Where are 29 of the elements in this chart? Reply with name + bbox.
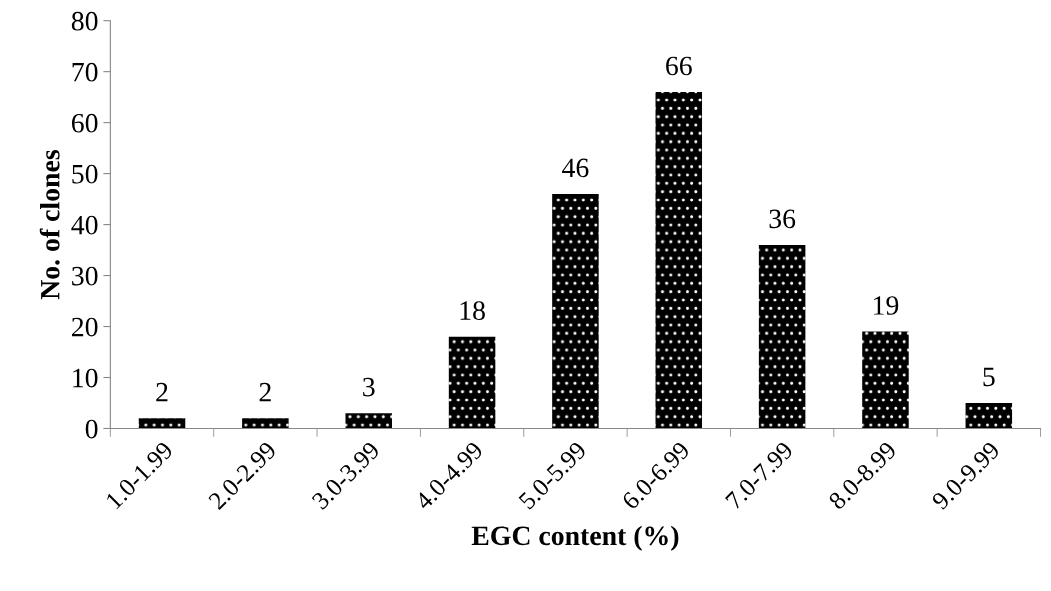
data-label: 19	[874, 296, 899, 315]
bar	[862, 331, 909, 429]
y-tick-label: 40	[71, 215, 98, 235]
y-tick-label: 50	[72, 164, 98, 184]
data-label: 2	[259, 382, 271, 402]
data-label: 3	[363, 377, 375, 397]
bar	[552, 194, 599, 429]
bar	[345, 413, 392, 429]
data-label: 5	[983, 367, 995, 387]
bar	[242, 418, 289, 429]
x-axis-title: EGC content (%)	[471, 525, 679, 551]
y-tick-label: 0	[85, 419, 98, 439]
data-label: 36	[769, 209, 796, 229]
y-tick-label: 10	[73, 368, 98, 388]
bar	[965, 402, 1013, 429]
y-tick-label: 70	[72, 62, 98, 82]
data-label: 18	[460, 301, 485, 320]
data-label: 66	[666, 56, 692, 76]
y-tick-label: 60	[71, 113, 98, 133]
data-label: 46	[562, 158, 589, 178]
y-tick-label: 20	[71, 317, 98, 337]
bar	[655, 92, 703, 429]
bar	[448, 336, 496, 429]
y-tick-label: 30	[72, 266, 98, 286]
data-label: 2	[156, 382, 168, 402]
bar	[138, 418, 186, 429]
bar	[758, 244, 806, 429]
y-tick-label: 80	[71, 11, 98, 31]
y-axis-title: No. of clones	[39, 150, 60, 300]
